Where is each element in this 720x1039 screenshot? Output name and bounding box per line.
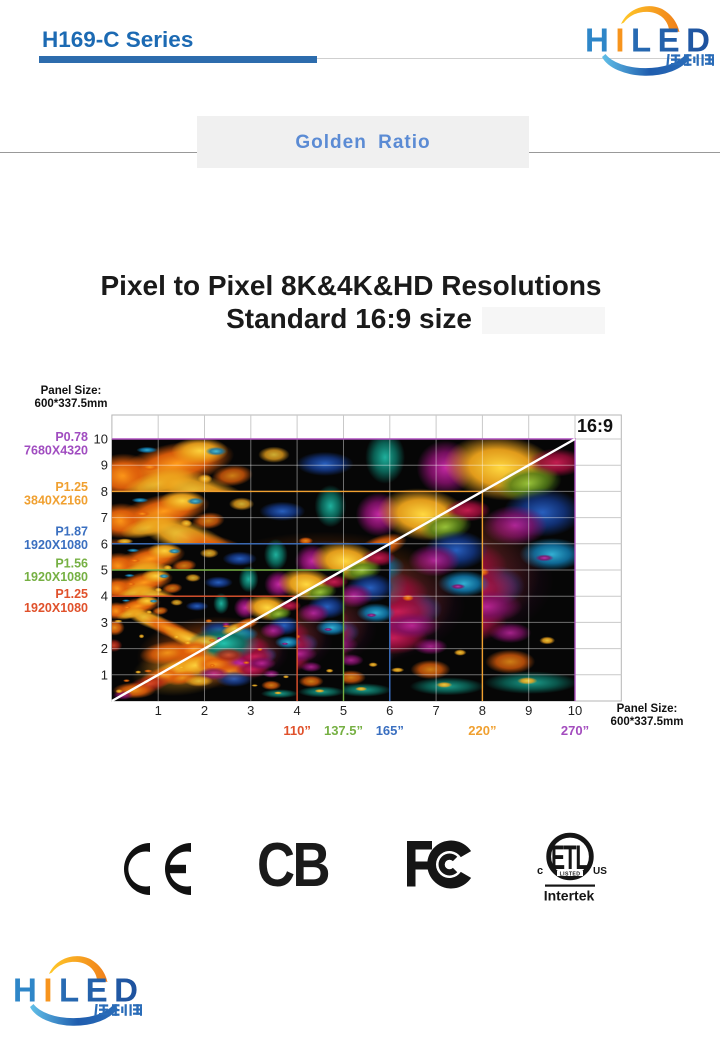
svg-text:1920X1080: 1920X1080 [24,538,88,552]
svg-text:600*337.5mm: 600*337.5mm [611,716,684,728]
svg-text:8: 8 [479,703,486,718]
svg-text:3: 3 [247,703,254,718]
svg-text:2: 2 [101,641,108,656]
svg-text:CB: CB [257,831,328,900]
svg-text:137.5”: 137.5” [324,723,363,738]
svg-text:2: 2 [201,703,208,718]
svg-text:9: 9 [525,703,532,718]
svg-text:4: 4 [101,589,108,604]
svg-text:8: 8 [101,484,108,499]
svg-text:Intertek: Intertek [544,888,595,904]
svg-text:1: 1 [155,703,162,718]
svg-text:P1.56: P1.56 [55,557,88,571]
svg-text:HILED: HILED [585,21,717,58]
svg-text:HILED: HILED [13,971,145,1008]
svg-text:270”: 270” [561,723,589,738]
svg-text:3840X2160: 3840X2160 [24,494,88,508]
svg-text:ETL: ETL [551,838,588,876]
svg-text:10: 10 [94,432,108,447]
svg-text:P1.25: P1.25 [55,587,88,601]
svg-text:600*337.5mm: 600*337.5mm [35,398,108,410]
svg-text:1920X1080: 1920X1080 [24,570,88,584]
svg-text:165”: 165” [376,723,404,738]
svg-text:7: 7 [101,510,108,525]
svg-text:10: 10 [568,703,582,718]
svg-text:c: c [537,865,543,877]
svg-text:1: 1 [101,667,108,682]
svg-text:5: 5 [340,703,347,718]
svg-text:3: 3 [101,615,108,630]
svg-text:US: US [593,866,607,877]
svg-text:7: 7 [432,703,439,718]
svg-text:Panel Size:: Panel Size: [617,703,678,715]
svg-text:4: 4 [293,703,300,718]
svg-text:6: 6 [101,536,108,551]
svg-text:220”: 220” [468,723,496,738]
svg-text:P1.87: P1.87 [55,525,88,539]
svg-text:P1.25: P1.25 [55,480,88,494]
svg-text:LISTED: LISTED [560,872,581,878]
svg-text:9: 9 [101,458,108,473]
svg-text:6: 6 [386,703,393,718]
svg-text:P0.78: P0.78 [55,430,88,444]
svg-text:Panel Size:: Panel Size: [41,385,102,397]
svg-text:7680X4320: 7680X4320 [24,444,88,458]
svg-text:1920X1080: 1920X1080 [24,601,88,615]
svg-text:16:9: 16:9 [577,416,613,436]
svg-text:110”: 110” [283,723,310,738]
svg-text:5: 5 [101,563,108,578]
